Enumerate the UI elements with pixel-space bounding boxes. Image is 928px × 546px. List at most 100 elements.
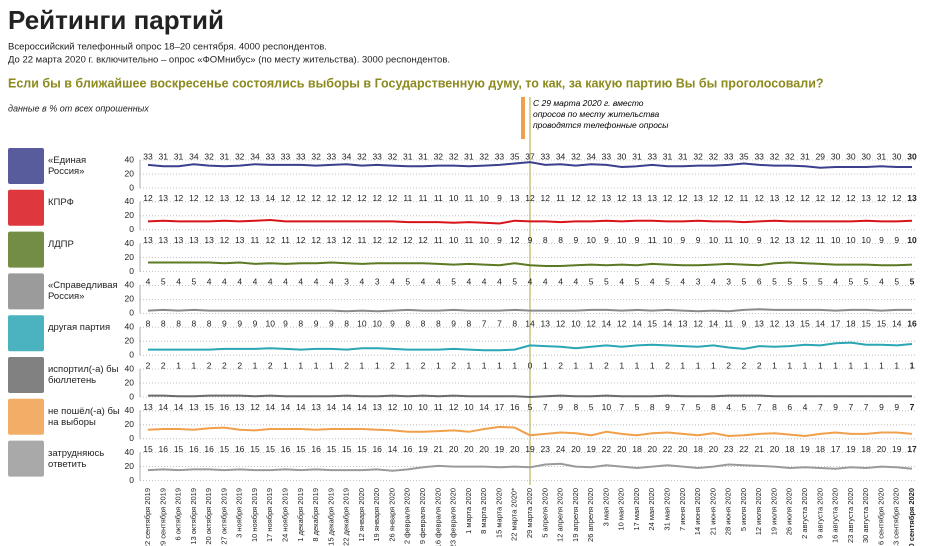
value-label: 1 xyxy=(894,360,899,370)
value-label: 1 xyxy=(680,360,685,370)
value-label: 4 xyxy=(573,277,578,287)
value-label: 4 xyxy=(298,277,303,287)
value-label: 12 xyxy=(831,193,841,203)
value-label: 13 xyxy=(648,193,658,203)
value-label: 4 xyxy=(558,277,563,287)
value-label: 16 xyxy=(311,444,321,454)
value-label: 12 xyxy=(311,235,321,245)
value-label: 2 xyxy=(421,360,426,370)
y-tick-label: 0 xyxy=(129,433,134,443)
value-label: 10 xyxy=(479,193,489,203)
x-tick-label: 22 декабря 2019 xyxy=(342,488,351,546)
value-label: 12 xyxy=(556,318,566,328)
value-label: 33 xyxy=(541,151,551,161)
x-tick-label: 17 мая 2020 xyxy=(632,488,641,531)
y-tick-label: 0 xyxy=(129,475,134,485)
value-label: 23 xyxy=(541,444,551,454)
value-label: 23 xyxy=(724,444,734,454)
value-label: 30 xyxy=(892,151,902,161)
value-label: 12 xyxy=(143,193,153,203)
value-label: 22 xyxy=(602,444,612,454)
value-label: 31 xyxy=(663,151,673,161)
value-label: 11 xyxy=(358,235,367,245)
value-label: 13 xyxy=(235,235,245,245)
value-label: 15 xyxy=(143,444,153,454)
value-label: 16 xyxy=(907,318,917,328)
value-label: 1 xyxy=(910,360,915,370)
value-label: 19 xyxy=(586,444,596,454)
value-label: 10 xyxy=(449,235,459,245)
value-label: 1 xyxy=(298,360,303,370)
y-tick-label: 20 xyxy=(125,377,135,387)
y-tick-label: 20 xyxy=(125,210,135,220)
value-label: 14 xyxy=(602,318,612,328)
x-tick-label: 12 апреля 2020 xyxy=(556,488,565,542)
value-label: 19 xyxy=(418,444,428,454)
value-label: 2 xyxy=(757,360,762,370)
value-label: 5 xyxy=(604,277,609,287)
value-label: 12 xyxy=(693,318,703,328)
party-icon xyxy=(8,189,44,226)
value-label: 7 xyxy=(864,402,869,412)
value-label: 12 xyxy=(342,235,352,245)
value-label: 10 xyxy=(663,235,673,245)
value-label: 20 xyxy=(449,444,459,454)
value-label: 14 xyxy=(816,318,826,328)
value-label: 1 xyxy=(711,360,716,370)
value-label: 15 xyxy=(204,402,214,412)
value-label: 16 xyxy=(235,444,245,454)
x-tick-label: 6 сентября 2020 xyxy=(876,488,885,545)
value-label: 18 xyxy=(693,444,703,454)
value-label: 13 xyxy=(189,402,199,412)
value-label: 8 xyxy=(650,402,655,412)
value-label: 18 xyxy=(861,444,871,454)
value-label: 12 xyxy=(800,193,810,203)
value-label: 5 xyxy=(665,277,670,287)
value-label: 12 xyxy=(296,193,306,203)
y-tick-label: 20 xyxy=(125,252,135,262)
x-tick-label: 16 февраля 2020 xyxy=(433,488,442,546)
value-label: 32 xyxy=(388,151,398,161)
value-label: 9 xyxy=(558,402,563,412)
value-label: 22 xyxy=(663,444,673,454)
legend-label: затрудняюсь ответить xyxy=(48,447,105,470)
value-label: 11 xyxy=(434,402,443,412)
x-tick-label: 23 февраля 2020 xyxy=(449,488,458,546)
value-label: 8 xyxy=(711,402,716,412)
value-label: 9 xyxy=(314,318,319,328)
value-label: 37 xyxy=(525,151,535,161)
value-label: 15 xyxy=(648,318,658,328)
party-icon xyxy=(8,315,44,352)
value-label: 9 xyxy=(665,402,670,412)
value-label: 8 xyxy=(558,235,563,245)
value-label: 30 xyxy=(846,151,856,161)
y-tick-label: 0 xyxy=(129,349,134,359)
y-tick-label: 0 xyxy=(129,308,134,318)
value-label: 11 xyxy=(434,235,443,245)
value-label: 31 xyxy=(220,151,230,161)
series-line xyxy=(148,341,913,352)
y-tick-label: 0 xyxy=(129,224,134,234)
value-label: 8 xyxy=(191,318,196,328)
value-label: 12 xyxy=(266,235,276,245)
value-label: 8 xyxy=(146,318,151,328)
value-label: 12 xyxy=(418,235,428,245)
x-tick-label: 15 декабря 2019 xyxy=(326,488,335,546)
value-label: 33 xyxy=(143,151,153,161)
value-label: 1 xyxy=(787,360,792,370)
value-label: 5 xyxy=(849,277,854,287)
value-label: 8 xyxy=(298,318,303,328)
x-tick-label: 19 января 2020 xyxy=(372,488,381,542)
value-label: 34 xyxy=(556,151,566,161)
x-tick-label: 26 июля 2020 xyxy=(785,488,794,535)
value-label: 33 xyxy=(754,151,764,161)
value-label: 16 xyxy=(372,444,382,454)
value-label: 9 xyxy=(757,235,762,245)
x-tick-label: 19 июля 2020 xyxy=(769,488,778,535)
value-label: 11 xyxy=(403,193,412,203)
value-label: 12 xyxy=(800,235,810,245)
value-label: 8 xyxy=(421,318,426,328)
value-label: 31 xyxy=(877,151,887,161)
value-label: 31 xyxy=(174,151,184,161)
party-icon xyxy=(8,398,44,435)
